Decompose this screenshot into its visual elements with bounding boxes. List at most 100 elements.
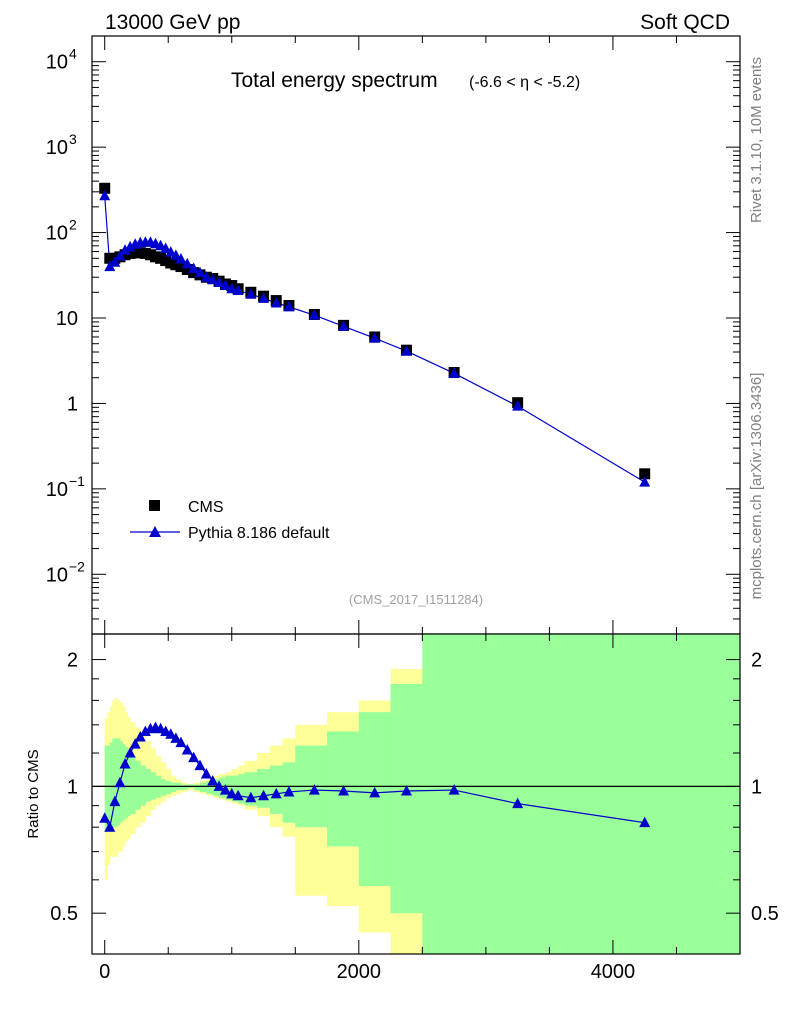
stat-uncertainty-band (238, 773, 245, 804)
pythia-data-point (160, 242, 172, 254)
pythia-data-point (181, 257, 193, 269)
ratio-pythia-point (245, 791, 257, 803)
pythia-data-point (512, 400, 524, 411)
ratio-pythia-point (114, 776, 126, 788)
ratio-pythia-point (119, 758, 131, 769)
top-panel-frame (91, 35, 741, 635)
legend: CMS Pythia 8.186 default (130, 499, 330, 542)
pythia-data-point (232, 284, 244, 295)
y-tick-label: 10 (46, 479, 68, 501)
pythia-data-point (200, 271, 212, 282)
pythia-data-point (283, 300, 295, 312)
y-tick-label-exponent: −2 (69, 558, 85, 574)
pythia-data-point (448, 367, 460, 378)
cms-data-point (639, 468, 651, 480)
ratio-y-tick-label-left: 2 (67, 650, 78, 672)
cms-data-point (175, 261, 187, 273)
ratio-axis-label: Ratio to CMS (25, 749, 42, 838)
stat-uncertainty-band (225, 775, 233, 800)
process-label: Soft QCD (640, 11, 730, 34)
y-tick-label: 10 (56, 308, 78, 330)
ratio-pythia-point (283, 785, 295, 797)
ratio-pythia-point (165, 728, 177, 739)
ratio-panel-ticks: 0.5 0.5 1 1 2 2 0 2000 4000 (50, 634, 779, 983)
stat-uncertainty-band (109, 742, 113, 828)
ratio-pythia-point (129, 738, 141, 749)
stat-uncertainty-band (135, 760, 141, 810)
legend-label-pythia: Pythia 8.186 default (188, 525, 330, 542)
pythia-data-point (104, 260, 116, 272)
pythia-data-point (124, 240, 136, 252)
ratio-pythia-point (369, 786, 381, 798)
ratio-pythia-point (124, 747, 136, 758)
ratio-pythia-point (175, 736, 187, 748)
y-tick-label-exponent: 2 (69, 217, 77, 233)
ratio-pythia-point (170, 732, 182, 743)
pythia-data-point (188, 262, 200, 273)
cms-data-point (99, 182, 111, 194)
ratio-y-tick-label-right: 0.5 (751, 903, 779, 925)
ratio-pythia-point (134, 730, 146, 742)
ratio-pythia-point (200, 767, 212, 779)
stat-uncertainty-band (125, 747, 129, 819)
ratio-pythia-point (512, 797, 524, 809)
legend-label-cms: CMS (188, 499, 224, 516)
y-tick-label-exponent: 4 (69, 46, 77, 62)
ratio-y-tick-label-right: 1 (751, 776, 762, 798)
ratio-y-tick-label-right: 2 (751, 650, 762, 672)
pythia-data-point (119, 244, 131, 255)
stat-uncertainty-band (231, 775, 239, 802)
chart-title-suffix: (-6.6 < η < -5.2) (469, 74, 580, 91)
pythia-data-point (400, 345, 412, 356)
pythia-data-point (270, 296, 282, 308)
stat-uncertainty-band (206, 780, 214, 794)
ratio-pythia-point (258, 789, 270, 801)
x-tick-label: 2000 (337, 961, 382, 983)
y-tick-label-exponent: 3 (69, 131, 77, 147)
ratio-pythia-point (232, 789, 244, 801)
stat-uncertainty-band (140, 765, 146, 806)
y-tick-label: 10 (46, 564, 68, 586)
ratio-y-tick-label-left: 0.5 (50, 903, 78, 925)
y-tick-label: 10 (46, 137, 68, 159)
ratio-pythia-point (338, 785, 350, 796)
stat-uncertainty-band (193, 784, 201, 791)
rivet-version-label: Rivet 3.1.10, 10M events (748, 57, 765, 223)
stat-uncertainty-band (145, 768, 151, 802)
pythia-data-point (175, 253, 187, 264)
ratio-pythia-point (104, 821, 116, 832)
collision-label: 13000 GeV pp (105, 11, 240, 34)
pythia-data-point (170, 249, 182, 260)
ratio-panel-frame (91, 633, 741, 955)
x-tick-label: 4000 (591, 961, 636, 983)
source-url-label: mcplots.cern.ch [arXiv:1306.3436] (748, 373, 765, 600)
ratio-pythia-point (226, 787, 238, 799)
ratio-pythia-point (207, 774, 219, 786)
pythia-data-point (369, 332, 381, 343)
pythia-data-point (109, 256, 121, 267)
x-tick-label: 0 (99, 961, 110, 983)
ratio-pythia-point (219, 784, 231, 795)
ratio-pythia-point (270, 787, 282, 799)
pythia-data-point (245, 288, 257, 299)
stat-uncertainty-band (485, 634, 550, 954)
pythia-data-point (639, 476, 651, 487)
stat-uncertainty-band (122, 744, 126, 821)
pythia-data-point (114, 250, 126, 261)
stat-uncertainty-band (358, 712, 392, 887)
analysis-tag: (CMS_2017_I1511284) (349, 592, 483, 607)
stat-uncertainty-band (130, 756, 136, 814)
pythia-data-point (213, 276, 225, 288)
pythia-data-point (226, 282, 238, 294)
pythia-data-point (258, 292, 270, 303)
stat-uncertainty-band (549, 634, 741, 954)
stat-uncertainty-band (112, 738, 116, 828)
stat-uncertainty-band (257, 768, 271, 808)
chart-title: Total energy spectrum (231, 69, 438, 92)
ratio-pythia-point (639, 816, 651, 828)
y-tick-label: 10 (46, 52, 68, 74)
ratio-pythia-point (213, 780, 225, 791)
ratio-pythia-point (99, 812, 111, 823)
